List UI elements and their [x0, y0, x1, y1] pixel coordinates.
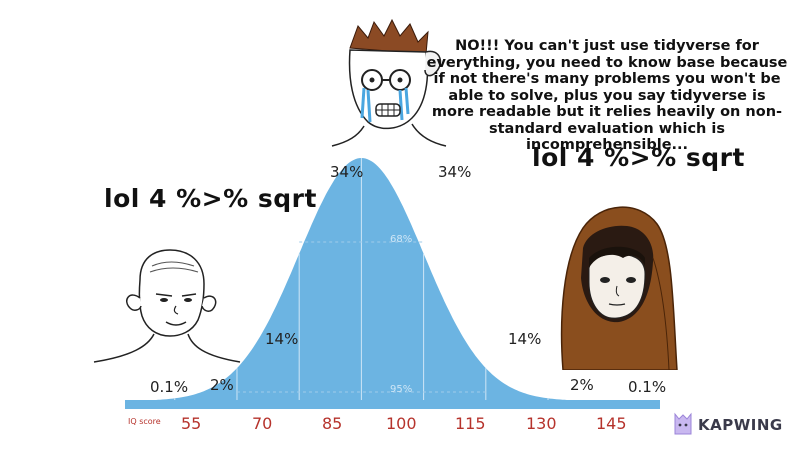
left-caption: lol 4 %>% sqrt: [104, 184, 317, 213]
right-hooded-character-illustration: [560, 206, 678, 370]
tick-label-130: 130: [526, 414, 557, 433]
center-crying-character-illustration: [331, 18, 447, 147]
sd-divider-lines: [174, 158, 549, 401]
left-character-illustration: [93, 249, 241, 363]
axis-band: [125, 400, 660, 409]
bell-curve-area: [125, 158, 660, 401]
right-caption: lol 4 %>% sqrt: [532, 143, 745, 172]
tick-label-145: 145: [596, 414, 627, 433]
pct-label-34-left: 34%: [330, 163, 364, 181]
tick-label-55: 55: [181, 414, 202, 433]
kapwing-logo-icon: [674, 412, 692, 435]
inner-label-68: 68%: [390, 234, 413, 245]
pct-label-34-right: 34%: [438, 163, 472, 181]
pct-label-2-right: 2%: [570, 376, 594, 394]
kapwing-watermark-text: KAPWING: [698, 416, 783, 434]
x-axis-label: IQ score: [128, 417, 161, 426]
tick-label-115: 115: [455, 414, 486, 433]
tick-label-70: 70: [252, 414, 273, 433]
pct-label-14-left: 14%: [265, 330, 299, 348]
tick-label-100: 100: [386, 414, 417, 433]
inner-label-95: 95%: [390, 384, 413, 395]
speech-text: NO!!! You can't just use tidyverse for e…: [426, 38, 788, 153]
tick-label-85: 85: [322, 414, 343, 433]
pct-label-2-left: 2%: [210, 376, 234, 394]
pct-label-14-right: 14%: [508, 330, 542, 348]
pct-label-tail-right: 0.1%: [628, 378, 667, 396]
pct-label-tail-left: 0.1%: [150, 378, 189, 396]
